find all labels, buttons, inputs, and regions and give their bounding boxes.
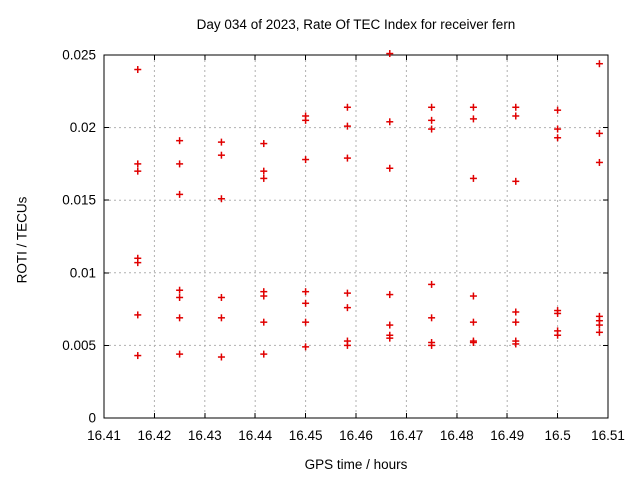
y-tick-label: 0.01 bbox=[70, 265, 96, 280]
x-tick-label: 16.48 bbox=[440, 428, 474, 443]
x-tick-label: 16.46 bbox=[339, 428, 373, 443]
y-tick-label: 0 bbox=[88, 411, 96, 426]
y-tick-label: 0.015 bbox=[62, 193, 96, 208]
y-tick-label: 0.02 bbox=[70, 120, 96, 135]
y-tick-label: 0.005 bbox=[62, 338, 96, 353]
x-tick-label: 16.42 bbox=[138, 428, 172, 443]
x-tick-label: 16.5 bbox=[544, 428, 570, 443]
chart-title: Day 034 of 2023, Rate Of TEC Index for r… bbox=[196, 17, 516, 32]
x-tick-label: 16.44 bbox=[238, 428, 272, 443]
x-tick-label: 16.51 bbox=[591, 428, 625, 443]
x-axis-label: GPS time / hours bbox=[304, 457, 408, 472]
x-tick-label: 16.49 bbox=[490, 428, 524, 443]
x-tick-label: 16.47 bbox=[390, 428, 424, 443]
x-tick-label: 16.45 bbox=[289, 428, 323, 443]
x-tick-label: 16.41 bbox=[87, 428, 121, 443]
y-tick-label: 0.025 bbox=[62, 48, 96, 63]
x-tick-label: 16.43 bbox=[188, 428, 222, 443]
